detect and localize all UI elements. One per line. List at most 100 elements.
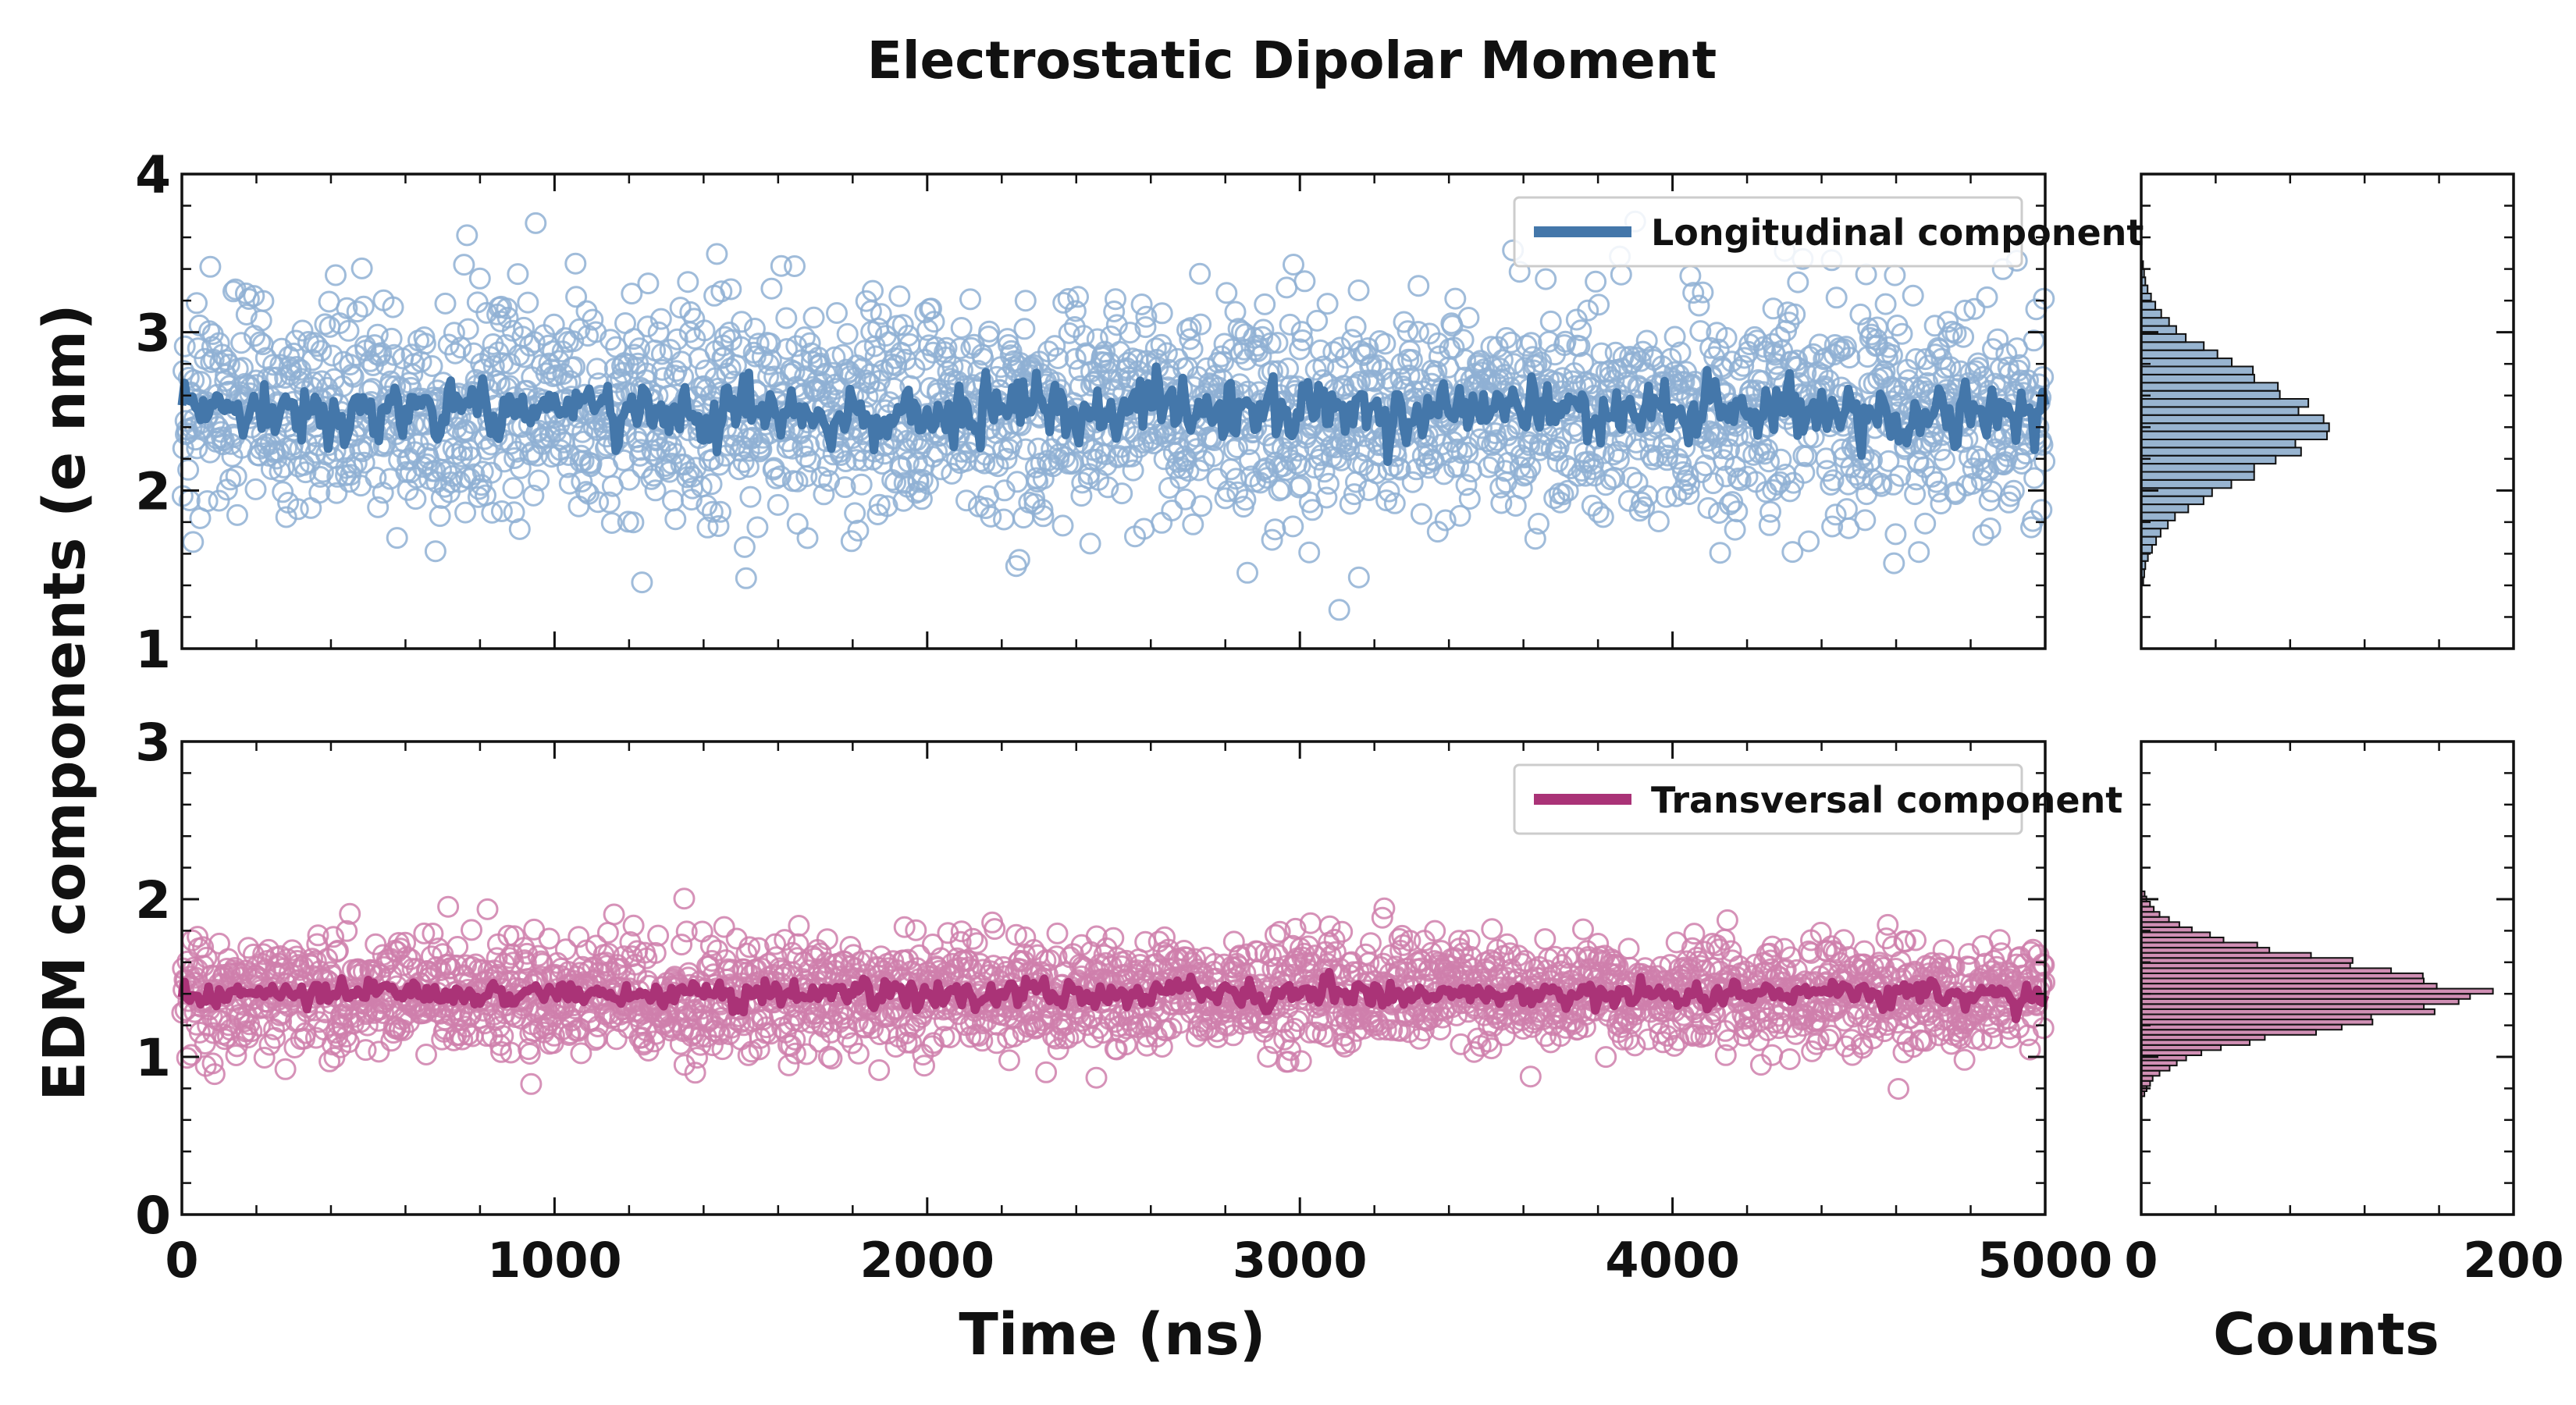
longitudinal-point [1427, 332, 1450, 354]
longitudinal-point [770, 254, 792, 277]
transversal-point [1595, 1046, 1617, 1069]
longitudinal-point [580, 452, 603, 475]
transversal-point [684, 1062, 706, 1084]
transversal-point [281, 939, 304, 962]
longitudinal-point [286, 498, 309, 521]
longitudinal-point [677, 271, 699, 293]
transversal-point [1778, 1048, 1801, 1070]
longitudinal-point [272, 481, 294, 503]
longitudinal-point [1105, 314, 1128, 336]
longitudinal-point [1489, 476, 1512, 499]
longitudinal-point [1383, 492, 1406, 514]
longitudinal-point [173, 335, 196, 357]
longitudinal-point [636, 315, 659, 338]
transversal-point [1825, 941, 1848, 964]
longitudinal-point [911, 468, 934, 491]
longitudinal-point [853, 340, 876, 362]
longitudinal-point [757, 365, 780, 388]
transversal-point [675, 920, 698, 943]
longitudinal-point [441, 464, 464, 487]
transversal-point [1862, 1027, 1884, 1050]
longitudinal-point [821, 361, 844, 384]
transversal-point [538, 927, 560, 950]
longitudinal-point [1745, 329, 1768, 352]
longitudinal-point [1855, 263, 1877, 286]
longitudinal-point [1374, 333, 1397, 355]
longitudinal-point [1318, 472, 1340, 495]
longitudinal-point [955, 489, 977, 512]
transversal-point [1359, 932, 1382, 955]
longitudinal-point [525, 212, 547, 234]
longitudinal-point [548, 350, 570, 372]
longitudinal-point [468, 267, 491, 290]
transversal-point [1035, 1061, 1058, 1083]
longitudinal-point [696, 494, 718, 517]
longitudinal-point [1510, 477, 1533, 500]
transversal-point [984, 918, 1006, 941]
longitudinal-point [1189, 262, 1212, 285]
longitudinal-point [1817, 369, 1840, 392]
longitudinal-point [559, 370, 582, 393]
longitudinal-point [1057, 288, 1080, 310]
longitudinal-point [1914, 512, 1937, 535]
transversal-point [368, 1040, 390, 1063]
longitudinal-point [731, 311, 753, 333]
longitudinal-point [1822, 469, 1845, 492]
transversal-point [841, 1032, 863, 1055]
transversal-point [253, 1047, 276, 1069]
longitudinal-point [372, 482, 394, 504]
longitudinal-point [450, 336, 472, 359]
longitudinal-point [973, 452, 996, 475]
longitudinal-point [862, 279, 884, 302]
transversal-point [1652, 1031, 1674, 1054]
transversal-point [354, 1039, 377, 1062]
transversal-point [1332, 1033, 1354, 1055]
transversal-point [644, 941, 667, 964]
transversal-point [686, 1047, 708, 1069]
longitudinal-point [830, 444, 852, 466]
longitudinal-point [177, 458, 200, 481]
longitudinal-point [1633, 496, 1656, 518]
longitudinal-point [291, 319, 314, 342]
longitudinal-point [2030, 499, 2053, 521]
transversal-point [1260, 945, 1282, 967]
longitudinal-point [311, 461, 334, 483]
longitudinal-point [1279, 313, 1301, 336]
longitudinal-point [1364, 370, 1386, 393]
longitudinal-point [980, 505, 1002, 528]
transversal-point [447, 936, 469, 958]
longitudinal-point [1700, 438, 1723, 461]
longitudinal-point [1770, 448, 1792, 471]
longitudinal-point [1058, 322, 1080, 344]
longitudinal-point [719, 357, 742, 379]
longitudinal-point [1587, 501, 1610, 524]
longitudinal-point [1567, 464, 1589, 487]
longitudinal-point [737, 456, 760, 478]
longitudinal-point [1476, 430, 1499, 453]
transversal-point [671, 934, 693, 956]
longitudinal-point [1014, 438, 1037, 461]
longitudinal-point [733, 535, 756, 558]
longitudinal-point [1407, 321, 1429, 343]
longitudinal-point [1291, 329, 1314, 351]
longitudinal-point [920, 297, 942, 320]
transversal-point [795, 1043, 818, 1065]
longitudinal-point [1908, 541, 1930, 564]
transversal-point [336, 919, 358, 942]
transversal-point [486, 947, 508, 969]
transversal-point [1683, 923, 1706, 945]
longitudinal-point [1825, 286, 1848, 309]
longitudinal-point [1848, 468, 1871, 490]
transversal-point [225, 1044, 247, 1066]
transversal-point [323, 1046, 346, 1069]
longitudinal-point [628, 337, 651, 360]
longitudinal-point [1781, 541, 1804, 564]
longitudinal-y-tick-label: 4 [135, 145, 171, 205]
longitudinal-point [1711, 437, 1733, 460]
longitudinal-point [1254, 293, 1276, 315]
longitudinal-point [434, 292, 457, 315]
longitudinal-point [600, 329, 621, 351]
longitudinal-point [913, 348, 936, 371]
